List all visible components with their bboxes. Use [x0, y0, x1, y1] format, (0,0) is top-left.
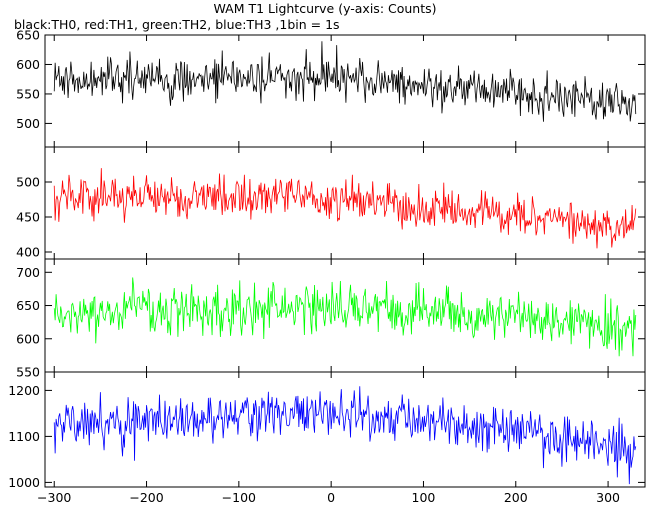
x-tick-label: 100 [412, 490, 436, 505]
x-tick-label: −100 [222, 490, 256, 505]
series-th0 [53, 41, 637, 122]
x-tick-label: −200 [129, 490, 163, 505]
series-th2 [53, 277, 637, 357]
y-tick-label: 400 [16, 245, 40, 260]
y-tick-label: 600 [16, 331, 40, 346]
x-tick-label: 0 [327, 490, 335, 505]
chart-subtitle: black:TH0, red:TH1, green:TH2, blue:TH3 … [14, 17, 340, 32]
x-tick-label: 200 [504, 490, 528, 505]
chart-title: WAM T1 Lightcurve (y-axis: Counts) [213, 1, 437, 16]
panel-frame-th3 [44, 371, 646, 488]
y-tick-label: 500 [16, 116, 40, 131]
y-tick-label: 1200 [8, 383, 40, 398]
y-tick-label: 650 [16, 28, 40, 43]
y-tick-label: 1000 [8, 475, 40, 490]
x-tick-label: −300 [37, 490, 71, 505]
y-tick-label: 600 [16, 57, 40, 72]
y-tick-label: 500 [16, 175, 40, 190]
panel-frame-th1 [44, 146, 646, 260]
y-tick-label: 550 [16, 86, 40, 101]
y-tick-label: 450 [16, 210, 40, 225]
series-th3 [53, 386, 637, 485]
y-tick-label: 550 [16, 365, 40, 380]
y-tick-label: 1100 [8, 429, 40, 444]
series-th1 [53, 168, 637, 249]
x-tick-label: 300 [596, 490, 620, 505]
y-tick-label: 650 [16, 298, 40, 313]
y-tick-label: 700 [16, 265, 40, 280]
